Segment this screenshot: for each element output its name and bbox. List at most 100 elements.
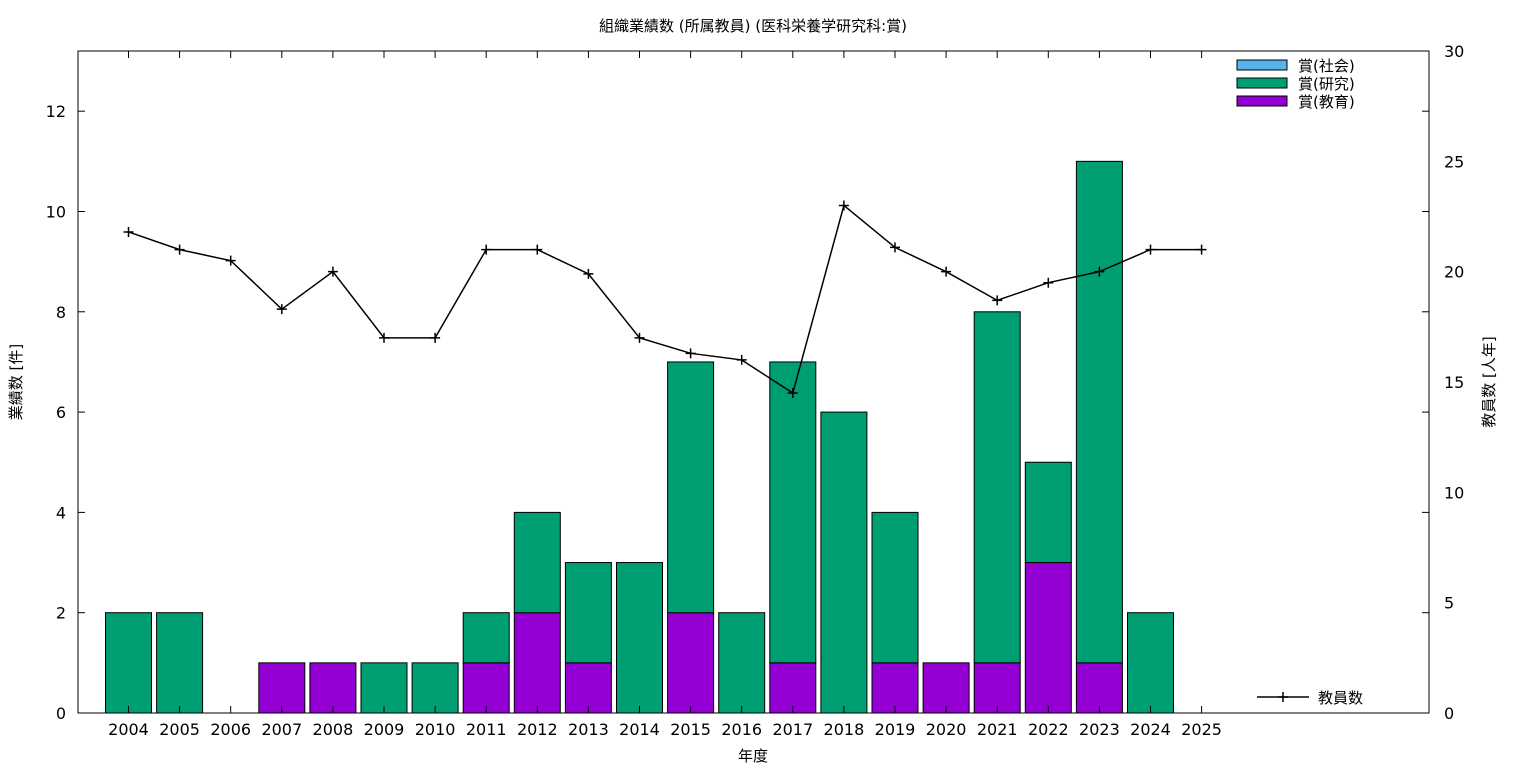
bar bbox=[871, 662, 919, 714]
x-tick-label: 2014 bbox=[619, 720, 660, 739]
bar bbox=[156, 612, 204, 714]
y2-axis-label: 教員数 [人年] bbox=[1480, 336, 1498, 427]
line-point bbox=[276, 304, 287, 315]
y-tick-label: 2 bbox=[56, 604, 66, 623]
line-point bbox=[992, 295, 1003, 306]
x-tick-label: 2016 bbox=[721, 720, 762, 739]
x-tick-label: 2012 bbox=[517, 720, 558, 739]
chart-title: 組織業績数 (所属教員) (医科栄養学研究科:賞) bbox=[599, 17, 907, 35]
y-tick-label: 4 bbox=[56, 503, 66, 522]
legend-swatch bbox=[1236, 95, 1288, 107]
line-point bbox=[1196, 244, 1207, 255]
x-tick-label: 2004 bbox=[108, 720, 149, 739]
x-tick-label: 2007 bbox=[261, 720, 302, 739]
bar bbox=[820, 411, 868, 714]
line-point bbox=[685, 348, 696, 359]
bar bbox=[513, 511, 561, 614]
line-point bbox=[327, 266, 338, 277]
bar bbox=[258, 662, 306, 714]
legend-label: 賞(教育) bbox=[1298, 93, 1355, 111]
line-point bbox=[532, 244, 543, 255]
y2-tick-label: 30 bbox=[1444, 42, 1464, 61]
bar bbox=[769, 361, 817, 664]
x-tick-label: 2005 bbox=[159, 720, 200, 739]
x-tick-label: 2025 bbox=[1181, 720, 1222, 739]
line-series bbox=[128, 204, 1202, 395]
bar bbox=[1024, 562, 1072, 714]
y-axis-label: 業績数 [件] bbox=[7, 344, 25, 420]
bar bbox=[667, 361, 715, 614]
legend-swatch bbox=[1236, 77, 1288, 89]
line-point bbox=[941, 266, 952, 277]
bar bbox=[564, 662, 612, 714]
bar bbox=[462, 612, 510, 664]
line-point bbox=[890, 242, 900, 253]
x-tick-label: 2022 bbox=[1028, 720, 1069, 739]
y2-tick-label: 20 bbox=[1444, 263, 1464, 282]
bar bbox=[871, 511, 919, 664]
bar bbox=[718, 612, 766, 714]
bar bbox=[1075, 662, 1123, 714]
bar bbox=[1075, 160, 1123, 664]
line-point bbox=[736, 354, 747, 365]
y2-tick-label: 10 bbox=[1444, 483, 1464, 502]
plot-area: 0 2 4 6 8 10 12 0 5 10 15 2025 30 2004 2005 2006 2007 200… bbox=[46, 42, 1465, 739]
line-point bbox=[1043, 277, 1054, 288]
y-tick-label: 12 bbox=[46, 102, 66, 121]
bar bbox=[616, 562, 663, 714]
x-tick-label: 2024 bbox=[1130, 720, 1171, 739]
x-tick-label: 2009 bbox=[364, 720, 405, 739]
y-tick-label: 8 bbox=[56, 303, 66, 322]
line-point bbox=[634, 332, 645, 343]
bar bbox=[1024, 461, 1072, 564]
x-tick-label: 2013 bbox=[568, 720, 609, 739]
bar bbox=[922, 662, 970, 714]
line-point bbox=[225, 255, 236, 266]
y-tick-label: 0 bbox=[56, 704, 66, 723]
x-tick-label: 2015 bbox=[670, 720, 711, 739]
y-tick-label: 6 bbox=[56, 403, 66, 422]
bar bbox=[769, 662, 817, 714]
line-point bbox=[1094, 266, 1105, 277]
x-tick-label: 2020 bbox=[926, 720, 967, 739]
bar bbox=[411, 662, 459, 714]
legend-label: 賞(研究) bbox=[1298, 75, 1355, 93]
x-tick-label: 2011 bbox=[466, 720, 507, 739]
x-tick-label: 2010 bbox=[415, 720, 456, 739]
x-tick-label: 2017 bbox=[772, 720, 813, 739]
line-point bbox=[430, 332, 441, 343]
line-point bbox=[838, 200, 849, 211]
line-point bbox=[481, 244, 492, 255]
x-tick-label: 2006 bbox=[210, 720, 251, 739]
y2-tick-label: 0 bbox=[1444, 704, 1454, 723]
plot-frame bbox=[77, 50, 1430, 714]
bar bbox=[309, 662, 357, 714]
bar bbox=[462, 662, 510, 714]
x-tick-label: 2018 bbox=[824, 720, 865, 739]
y2-tick-label: 5 bbox=[1444, 594, 1454, 613]
bar bbox=[105, 612, 152, 714]
bar bbox=[564, 562, 612, 664]
x-tick-label: 2008 bbox=[313, 720, 354, 739]
x-tick-label: 2019 bbox=[875, 720, 916, 739]
x-tick-label: 2021 bbox=[977, 720, 1018, 739]
x-axis-label: 年度 bbox=[738, 747, 768, 765]
y-tick-label: 10 bbox=[46, 202, 66, 221]
line-point bbox=[1145, 244, 1156, 255]
bar bbox=[973, 311, 1021, 664]
bar bbox=[667, 612, 715, 714]
line-point bbox=[123, 226, 134, 237]
legend-line-marker bbox=[1278, 692, 1288, 702]
x-tick-label: 2023 bbox=[1079, 720, 1120, 739]
bar bbox=[513, 612, 561, 714]
legend-label: 賞(社会) bbox=[1298, 57, 1355, 75]
legend-swatch bbox=[1236, 59, 1288, 71]
bar bbox=[973, 662, 1021, 714]
line-point bbox=[379, 332, 389, 343]
y2-tick-label: 15 bbox=[1444, 373, 1464, 392]
bar bbox=[1127, 612, 1174, 714]
legend-label: 教員数 bbox=[1318, 689, 1363, 707]
line-point bbox=[787, 388, 798, 399]
bar bbox=[360, 662, 408, 714]
